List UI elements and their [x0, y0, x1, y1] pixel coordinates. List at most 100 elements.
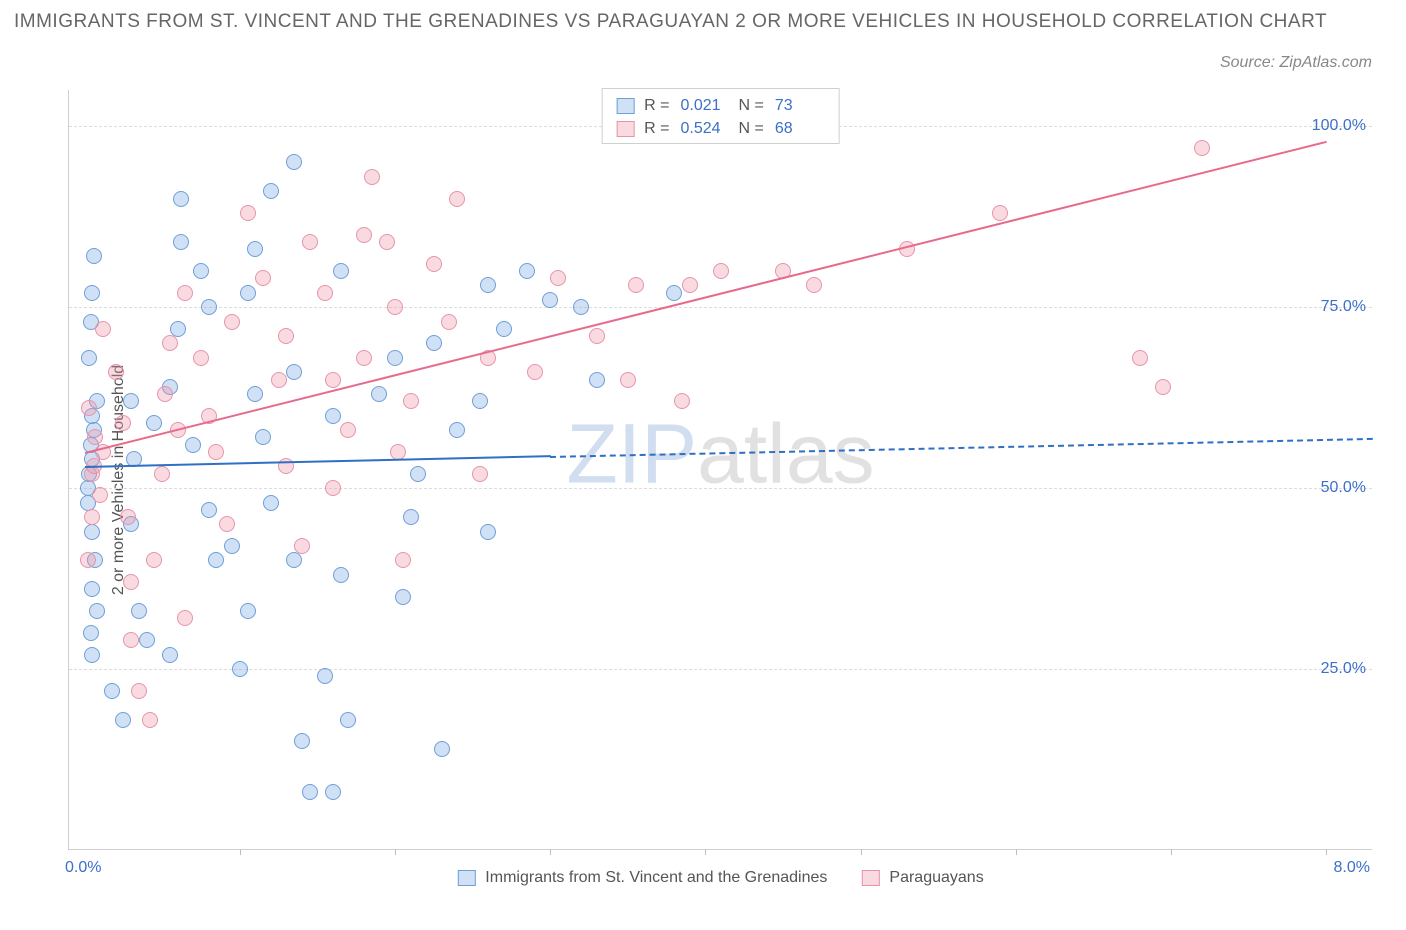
scatter-point-svg [666, 285, 682, 301]
scatter-point-par [123, 632, 139, 648]
scatter-point-svg [173, 234, 189, 250]
stat-r-label: R = [644, 94, 669, 117]
scatter-point-svg [89, 603, 105, 619]
source-label: Source: ZipAtlas.com [1220, 54, 1372, 72]
scatter-point-svg [255, 429, 271, 445]
scatter-point-par [340, 422, 356, 438]
scatter-point-svg [395, 589, 411, 605]
scatter-point-svg [434, 741, 450, 757]
scatter-point-svg [340, 712, 356, 728]
legend-swatch-svg [457, 870, 475, 886]
scatter-point-svg [472, 393, 488, 409]
scatter-point-par [325, 372, 341, 388]
scatter-point-svg [480, 524, 496, 540]
scatter-point-svg [480, 277, 496, 293]
legend-stats-row-1: R = 0.021 N = 73 [616, 94, 825, 117]
scatter-point-par [108, 364, 124, 380]
scatter-point-par [387, 299, 403, 315]
scatter-point-par [426, 256, 442, 272]
scatter-point-svg [162, 647, 178, 663]
scatter-point-svg [247, 386, 263, 402]
scatter-point-svg [201, 299, 217, 315]
stat-n-value-par: 68 [775, 117, 825, 140]
scatter-point-svg [81, 350, 97, 366]
scatter-point-par [142, 712, 158, 728]
scatter-point-svg [294, 733, 310, 749]
scatter-point-par [278, 328, 294, 344]
scatter-point-svg [201, 502, 217, 518]
scatter-point-par [224, 314, 240, 330]
scatter-point-svg [263, 183, 279, 199]
scatter-point-par [317, 285, 333, 301]
scatter-point-par [356, 227, 372, 243]
x-tick [1326, 849, 1327, 855]
scatter-point-svg [325, 408, 341, 424]
scatter-point-svg [325, 784, 341, 800]
scatter-point-par [441, 314, 457, 330]
y-tick-label: 25.0% [1321, 660, 1366, 678]
scatter-point-svg [286, 154, 302, 170]
scatter-point-svg [387, 350, 403, 366]
scatter-point-par [620, 372, 636, 388]
scatter-point-svg [333, 263, 349, 279]
scatter-point-par [390, 444, 406, 460]
scatter-point-par [674, 393, 690, 409]
scatter-point-par [92, 487, 108, 503]
scatter-point-svg [317, 668, 333, 684]
scatter-point-svg [286, 552, 302, 568]
scatter-point-par [177, 610, 193, 626]
x-tick [550, 849, 551, 855]
legend-label-svg: Immigrants from St. Vincent and the Gren… [485, 869, 827, 887]
scatter-point-svg [170, 321, 186, 337]
scatter-point-par [682, 277, 698, 293]
scatter-point-par [806, 277, 822, 293]
scatter-point-svg [263, 495, 279, 511]
x-tick [861, 849, 862, 855]
scatter-point-svg [240, 285, 256, 301]
scatter-point-par [219, 516, 235, 532]
scatter-point-svg [302, 784, 318, 800]
y-tick-label: 50.0% [1321, 479, 1366, 497]
stat-n-label: N = [739, 117, 764, 140]
x-tick [1016, 849, 1017, 855]
scatter-point-par [294, 538, 310, 554]
stat-r-value-par: 0.524 [681, 117, 731, 140]
scatter-point-par [992, 205, 1008, 221]
scatter-point-par [379, 234, 395, 250]
scatter-point-par [157, 386, 173, 402]
x-axis-max-label: 8.0% [1334, 859, 1370, 877]
scatter-point-par [80, 552, 96, 568]
x-tick [1171, 849, 1172, 855]
scatter-point-par [95, 321, 111, 337]
legend-swatch-svg [616, 98, 634, 114]
scatter-point-svg [410, 466, 426, 482]
scatter-point-svg [496, 321, 512, 337]
scatter-point-par [1155, 379, 1171, 395]
stat-n-value-svg: 73 [775, 94, 825, 117]
scatter-point-svg [123, 393, 139, 409]
scatter-point-par [208, 444, 224, 460]
y-tick-label: 100.0% [1312, 117, 1366, 135]
scatter-point-par [81, 400, 97, 416]
gridline-h [69, 488, 1372, 489]
stat-r-label: R = [644, 117, 669, 140]
scatter-point-par [403, 393, 419, 409]
scatter-point-par [1132, 350, 1148, 366]
scatter-point-par [449, 191, 465, 207]
scatter-point-par [364, 169, 380, 185]
scatter-point-svg [84, 524, 100, 540]
legend-label-par: Paraguayans [889, 869, 983, 887]
scatter-point-par [255, 270, 271, 286]
scatter-point-svg [589, 372, 605, 388]
scatter-point-par [472, 466, 488, 482]
legend-stats-row-2: R = 0.524 N = 68 [616, 117, 825, 140]
scatter-point-svg [426, 335, 442, 351]
chart-container: 2 or more Vehicles in Household ZIPatlas… [14, 90, 1392, 870]
scatter-point-svg [173, 191, 189, 207]
scatter-point-svg [240, 603, 256, 619]
scatter-point-par [302, 234, 318, 250]
scatter-point-svg [403, 509, 419, 525]
scatter-point-svg [104, 683, 120, 699]
legend-stats: R = 0.021 N = 73 R = 0.524 N = 68 [601, 88, 840, 144]
scatter-point-par [240, 205, 256, 221]
